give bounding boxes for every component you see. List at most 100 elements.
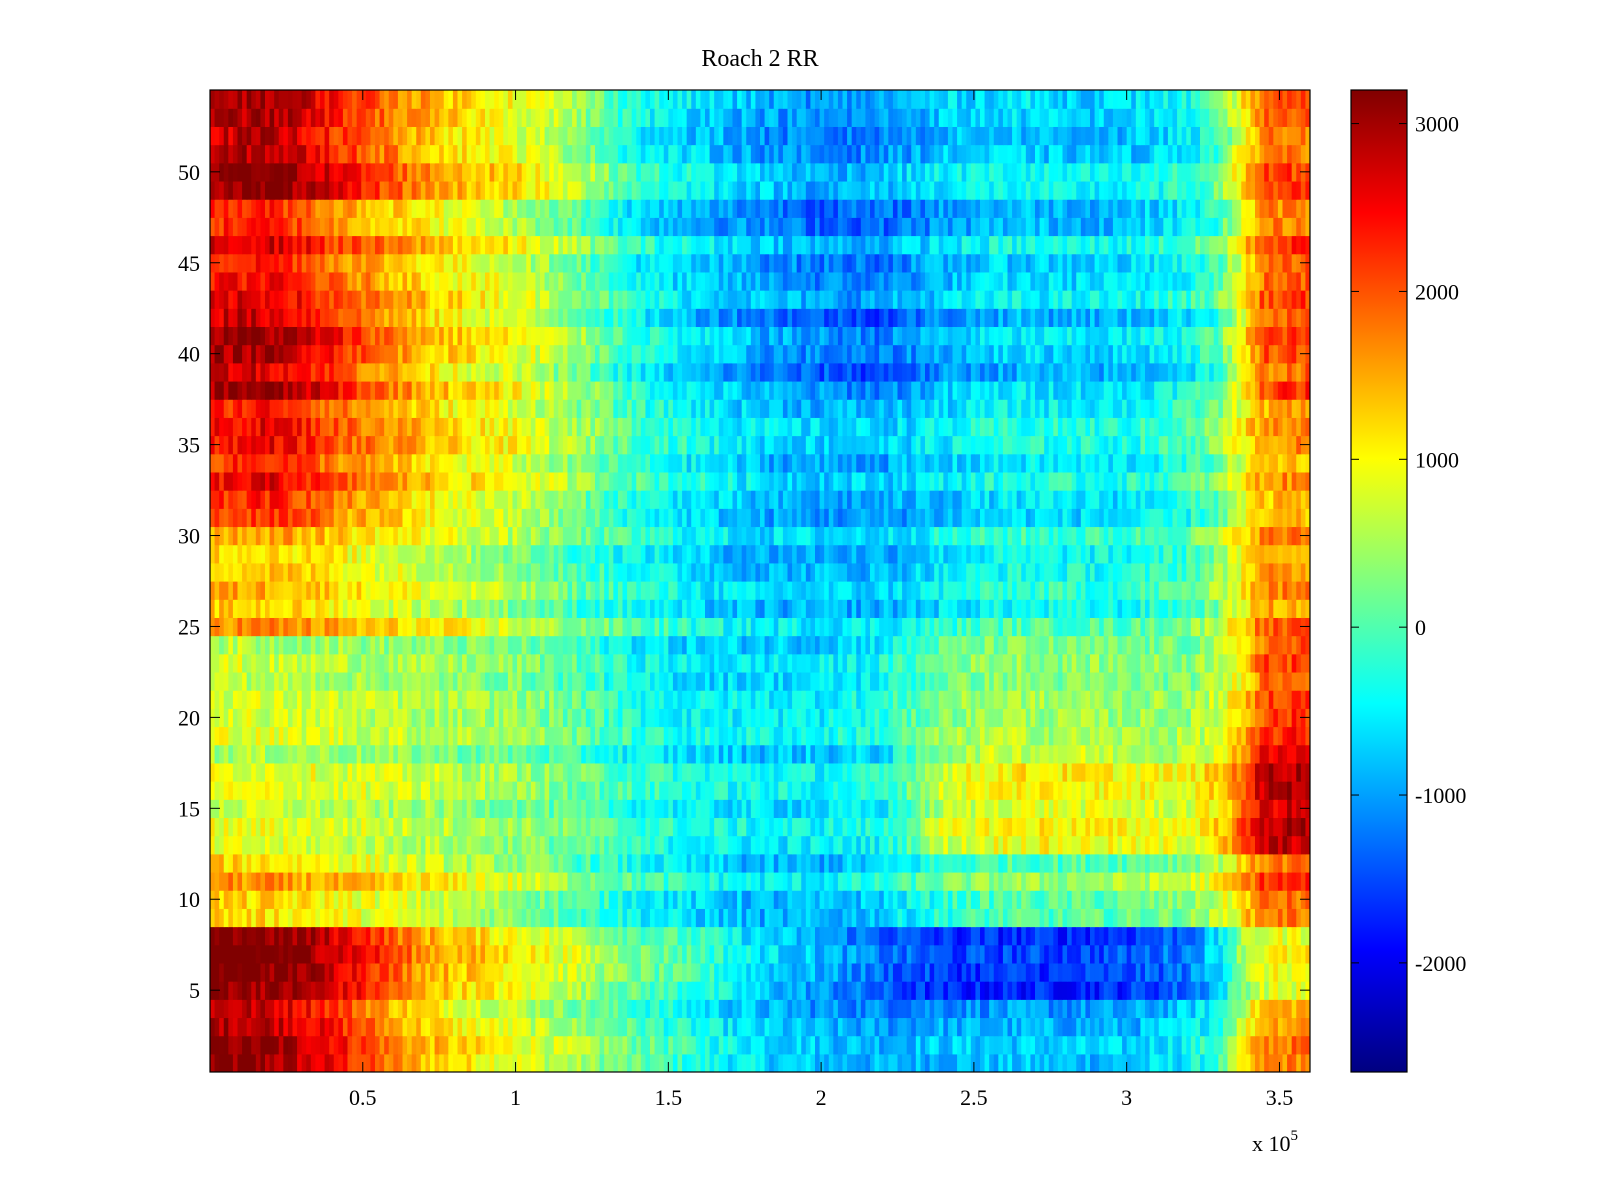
heatmap-cell [952, 835, 958, 855]
heatmap-cell [462, 926, 468, 946]
heatmap-cell [324, 926, 330, 946]
heatmap-cell [810, 817, 816, 837]
heatmap-cell [654, 871, 660, 891]
heatmap-cell [562, 690, 569, 709]
heatmap-cell [682, 981, 688, 1000]
heatmap-cell [1287, 1035, 1293, 1055]
heatmap-cell [1158, 853, 1164, 873]
heatmap-cell [219, 1017, 225, 1037]
heatmap-cell [915, 981, 922, 1000]
heatmap-cell [540, 1035, 546, 1055]
heatmap-cell [879, 962, 885, 982]
heatmap-cell [737, 744, 743, 764]
heatmap-cell [466, 853, 472, 873]
heatmap-cell [902, 762, 908, 782]
heatmap-cell [494, 744, 500, 764]
heatmap-cell [260, 799, 266, 819]
heatmap-cell [686, 908, 692, 928]
heatmap-cell [416, 926, 422, 946]
heatmap-cell [1044, 944, 1050, 964]
heatmap-cell [773, 999, 779, 1019]
heatmap-cell [1245, 799, 1252, 819]
heatmap-cell [672, 744, 679, 764]
heatmap-cell [636, 762, 642, 782]
heatmap-cell [540, 799, 546, 819]
heatmap-cell [1250, 762, 1256, 782]
heatmap-cell [407, 690, 413, 709]
heatmap-cell [507, 690, 514, 709]
heatmap-cell [989, 781, 995, 800]
heatmap-cell [457, 835, 463, 855]
heatmap-cell [297, 762, 303, 782]
heatmap-cell [503, 708, 509, 728]
heatmap-cell [599, 999, 605, 1019]
heatmap-cell [1154, 944, 1160, 964]
heatmap-cell [663, 999, 669, 1019]
heatmap-cell [1172, 853, 1178, 873]
heatmap-cell [255, 708, 262, 728]
heatmap-cell [993, 1035, 999, 1055]
heatmap-cell [961, 726, 967, 746]
heatmap-cell [255, 1017, 262, 1037]
heatmap-cell [1112, 999, 1119, 1019]
heatmap-cell [439, 762, 445, 782]
heatmap-cell [1035, 1035, 1041, 1055]
heatmap-cell [498, 853, 504, 873]
heatmap-cell [517, 890, 523, 909]
heatmap-cell [1291, 762, 1297, 782]
heatmap-cell [998, 944, 1004, 964]
heatmap-cell [420, 835, 427, 855]
heatmap-cell [714, 962, 720, 982]
heatmap-cell [947, 999, 954, 1019]
heatmap-cell [1200, 871, 1206, 891]
heatmap-cell [457, 1035, 463, 1055]
heatmap-cell [1053, 871, 1059, 891]
heatmap-cell [1071, 1053, 1077, 1072]
heatmap-cell [407, 962, 413, 982]
heatmap-cell [402, 817, 408, 837]
heatmap-cell [315, 871, 321, 891]
heatmap-cell [237, 799, 243, 819]
heatmap-cell [397, 799, 404, 819]
heatmap-cell [1296, 799, 1302, 819]
heatmap-cell [310, 944, 317, 964]
heatmap-cell [338, 890, 344, 909]
heatmap-cell [934, 762, 940, 782]
heatmap-cell [475, 944, 482, 964]
heatmap-cell [934, 926, 940, 946]
heatmap-cell [375, 762, 381, 782]
heatmap-cell [672, 781, 679, 800]
heatmap-cell [434, 871, 440, 891]
heatmap-cell [700, 926, 706, 946]
heatmap-cell [1190, 799, 1197, 819]
heatmap-cell [265, 999, 271, 1019]
heatmap-cell [1195, 762, 1201, 782]
heatmap-cell [1236, 726, 1242, 746]
heatmap-cell [796, 690, 802, 709]
heatmap-cell [223, 1035, 229, 1055]
heatmap-cell [466, 981, 472, 1000]
heatmap-cell [306, 1053, 312, 1072]
heatmap-cell [727, 799, 734, 819]
heatmap-cell [1236, 781, 1242, 800]
heatmap-cell [727, 762, 734, 782]
heatmap-cell [760, 853, 766, 873]
heatmap-cell [452, 962, 459, 982]
heatmap-cell [237, 1017, 243, 1037]
heatmap-cell [718, 1017, 724, 1037]
heatmap-cell [1163, 799, 1169, 819]
heatmap-cell [480, 744, 486, 764]
heatmap-cell [1103, 762, 1109, 782]
heatmap-cell [370, 835, 376, 855]
heatmap-cell [274, 690, 280, 709]
heatmap-cell [1067, 944, 1073, 964]
heatmap-cell [1025, 781, 1032, 800]
heatmap-cell [494, 799, 500, 819]
heatmap-cell [292, 762, 298, 782]
heatmap-cell [819, 744, 825, 764]
heatmap-cell [1172, 708, 1178, 728]
heatmap-cell [856, 781, 862, 800]
heatmap-cell [425, 926, 431, 946]
heatmap-cell [1145, 926, 1151, 946]
heatmap-cell [1190, 908, 1197, 928]
